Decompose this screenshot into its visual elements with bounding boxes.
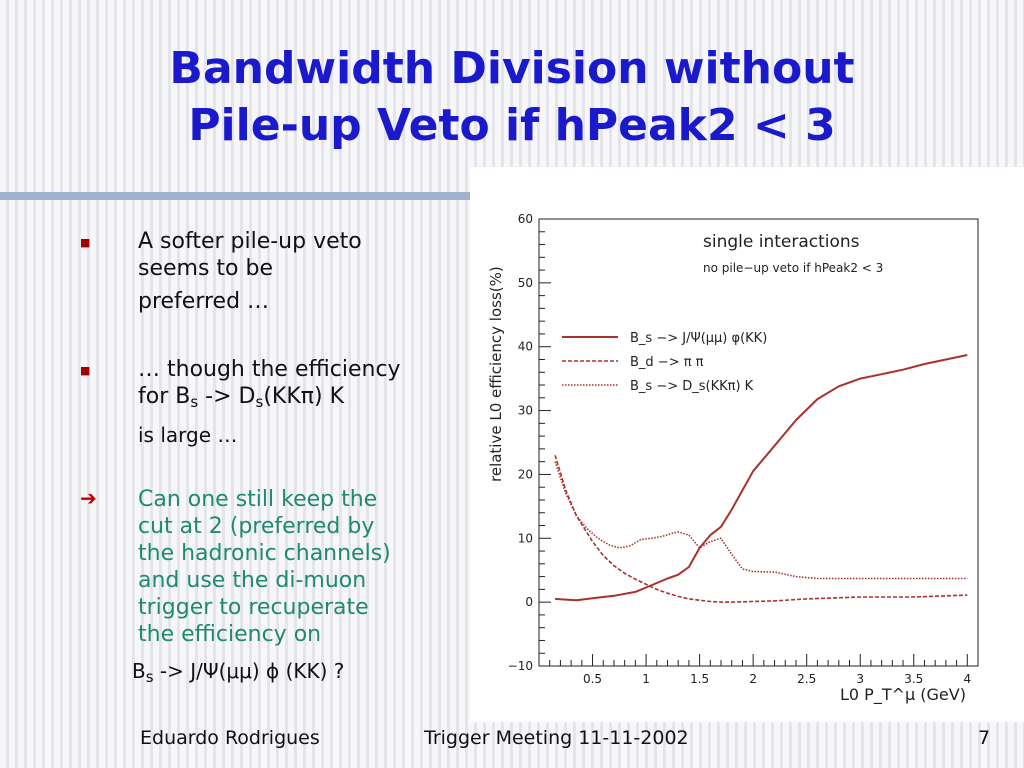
chart-curves [554,354,968,603]
chart-title: single interactions [703,232,860,252]
bullet-1-line-2: seems to be [138,256,273,281]
y-tick-label: 40 [518,340,533,354]
arrow-icon: ➔ [80,486,97,510]
x-tick-label: 2.5 [797,672,816,686]
plot-panel: single interactions no pile−up veto if h… [470,167,1024,722]
bullet-3-line-3: the hadronic channels) [138,541,391,566]
bullet-1-line-1: A softer pile-up veto [138,229,362,254]
x-tick-label: 3.5 [904,672,923,686]
title-divider [0,192,470,200]
y-tick-label: 50 [518,276,533,290]
y-tick-label: 10 [518,531,533,545]
axis-ticks: 0.5 1 1.5 2 2.5 3 3.5 4 −10 0 10 20 30 40 50 60 [508,212,971,686]
bullet-3-line-4: and use the di-muon [138,568,367,593]
x-tick-label: 2 [749,672,757,686]
slide-title-line-1: Bandwidth Division without [169,43,855,94]
chart-subtitle: no pile−up veto if hPeak2 < 3 [703,261,883,275]
x-tick-label: 4 [963,672,971,686]
bullet-1-line-3: preferred … [138,289,270,314]
bullet-3-line-5: trigger to recuperate [138,595,369,620]
y-tick-label: 30 [518,404,533,418]
footer-meeting: Trigger Meeting 11-11-2002 [424,727,689,749]
x-tick-label: 3 [856,672,864,686]
bullet-2-line-1: … though the efficiency [138,357,401,382]
series-line-3 [554,461,968,580]
y-tick-label: 20 [518,467,533,481]
y-tick-label: 0 [525,595,533,609]
efficiency-loss-chart: single interactions no pile−up veto if h… [487,212,979,705]
legend-label-3: B_s −> D_s(KKπ) K [630,379,754,394]
bullet-3-formula: Bs -> J/Ψ(μμ) ϕ (KK) ? [132,659,345,686]
bullet-marker-icon: ■ [80,236,91,249]
plot-frame [538,218,979,667]
bullet-marker-icon: ■ [80,364,91,377]
bullet-3-line-6: the efficiency on [138,622,322,647]
legend-label-2: B_d −> π π [630,355,704,370]
footer-author: Eduardo Rodrigues [140,727,320,749]
bullet-3-line-2: cut at 2 (preferred by [138,514,375,539]
footer-page-number: 7 [978,727,991,749]
slide-title-line-2: Pile-up Veto if hPeak2 < 3 [188,100,836,151]
bullet-2-line-2: for Bs -> Ds(KKπ) K [138,384,344,411]
y-tick-label: −10 [508,659,533,673]
x-axis-label: L0 P_T^μ (GeV) [840,685,966,705]
y-axis-label: relative L0 efficiency loss(%) [487,266,505,482]
x-tick-label: 0.5 [583,672,602,686]
slide-title: Bandwidth Division without Pile-up Veto … [0,40,1024,154]
chart-legend: B_s −> J/Ψ(μμ) φ(KK) B_d −> π π B_s −> D_s… [562,331,767,394]
bullet-3-line-1: Can one still keep the [138,487,378,512]
y-tick-label: 60 [518,212,533,226]
series-line-2 [554,455,968,603]
x-tick-label: 1.5 [690,672,709,686]
series-line-1 [555,354,968,602]
legend-label-1: B_s −> J/Ψ(μμ) φ(KK) [630,331,767,346]
x-tick-label: 1 [642,672,650,686]
bullet-2-line-3: is large … [138,423,238,447]
